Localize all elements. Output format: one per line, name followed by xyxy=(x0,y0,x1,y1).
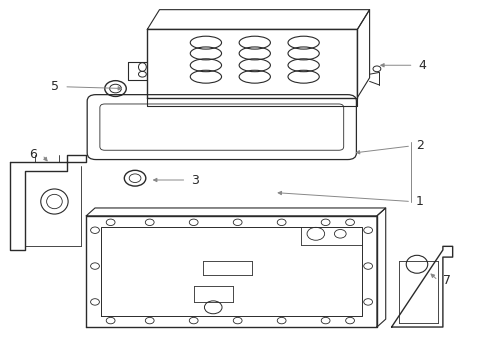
Text: 2: 2 xyxy=(416,139,424,152)
Text: 7: 7 xyxy=(443,274,451,287)
Text: 6: 6 xyxy=(29,148,37,161)
Text: 4: 4 xyxy=(418,59,426,72)
Text: 5: 5 xyxy=(51,80,59,93)
Text: 3: 3 xyxy=(191,174,199,186)
Text: 1: 1 xyxy=(416,195,424,208)
